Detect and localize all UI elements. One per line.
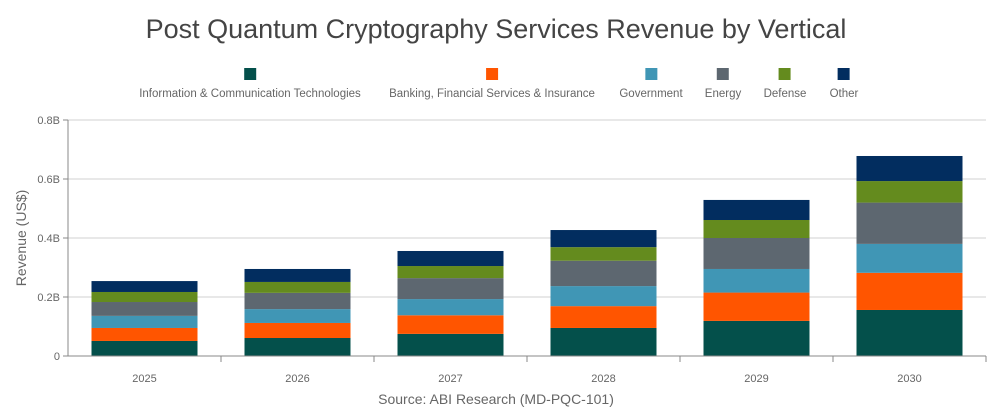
bar-segment bbox=[91, 281, 198, 292]
chart-title: Post Quantum Cryptography Services Reven… bbox=[145, 14, 847, 44]
y-tick-label: 0.2B bbox=[37, 292, 60, 304]
bar-segment bbox=[91, 302, 198, 316]
x-tick-label: 2028 bbox=[591, 373, 615, 385]
legend-label: Information & Communication Technologies bbox=[139, 88, 361, 100]
bar-segment bbox=[550, 230, 657, 248]
bar-segment bbox=[397, 315, 504, 334]
bar-segment bbox=[703, 220, 810, 238]
source-note: Source: ABI Research (MD-PQC-101) bbox=[378, 391, 614, 407]
bar-segment bbox=[244, 309, 351, 323]
x-tick-label: 2025 bbox=[132, 373, 156, 385]
legend-item[interactable]: Information & Communication Technologies bbox=[139, 68, 361, 100]
bar-segment bbox=[703, 292, 810, 321]
bar-segment bbox=[550, 306, 657, 328]
legend-swatch bbox=[779, 68, 791, 80]
legend-swatch bbox=[485, 68, 498, 80]
x-tick-label: 2026 bbox=[285, 373, 309, 385]
bar-segment bbox=[91, 315, 198, 328]
bar-segment bbox=[91, 327, 198, 341]
bar-segment bbox=[856, 272, 963, 310]
bar-segment bbox=[856, 155, 963, 182]
legend-item[interactable]: Energy bbox=[705, 68, 741, 100]
bar-segment bbox=[244, 322, 351, 339]
bar-segment bbox=[244, 292, 351, 310]
x-tick-label: 2027 bbox=[438, 373, 462, 385]
y-tick-label: 0.8B bbox=[37, 115, 60, 127]
legend: Information & Communication Technologies… bbox=[0, 68, 992, 108]
bar-segment bbox=[91, 291, 198, 303]
legend-label: Defense bbox=[763, 88, 807, 100]
bar-segment bbox=[550, 260, 657, 287]
y-tick-label: 0.6B bbox=[37, 174, 60, 186]
bar-segment bbox=[550, 286, 657, 307]
bar-segment bbox=[91, 340, 198, 356]
y-tick-label: 0 bbox=[54, 351, 60, 363]
legend-item[interactable]: Defense bbox=[763, 68, 807, 100]
legend-swatch bbox=[243, 68, 256, 80]
legend-label: Government bbox=[619, 88, 683, 100]
bar-segment bbox=[703, 238, 810, 269]
bar-segment bbox=[856, 181, 963, 203]
bar-segment bbox=[856, 309, 963, 356]
legend-swatch bbox=[717, 68, 729, 80]
legend-item[interactable]: Government bbox=[619, 68, 683, 100]
bar-segment bbox=[856, 202, 963, 244]
bar-segment bbox=[244, 338, 351, 356]
x-tick-label: 2030 bbox=[897, 373, 921, 385]
bar-segment bbox=[856, 243, 963, 273]
bar-segment bbox=[397, 250, 504, 267]
y-tick-label: 0.4B bbox=[37, 233, 60, 245]
bar-segment bbox=[397, 266, 504, 279]
legend-label: Banking, Financial Services & Insurance bbox=[389, 88, 595, 100]
x-tick-label: 2029 bbox=[744, 373, 768, 385]
bar-segment bbox=[244, 281, 351, 293]
legend-swatch bbox=[645, 68, 657, 80]
legend-item[interactable]: Banking, Financial Services & Insurance bbox=[389, 68, 595, 100]
legend-label: Energy bbox=[704, 88, 742, 100]
bar-segment bbox=[703, 268, 810, 293]
y-axis-label: Revenue (US$) bbox=[13, 190, 29, 287]
bar-segment bbox=[550, 327, 657, 356]
bar-segment bbox=[244, 268, 351, 282]
legend-label: Other bbox=[829, 88, 859, 100]
bar-segment bbox=[703, 199, 810, 221]
legend-swatch bbox=[837, 68, 850, 80]
bar-segment bbox=[397, 299, 504, 316]
bar-segment bbox=[703, 320, 810, 356]
legend-item[interactable]: Other bbox=[829, 68, 859, 100]
bar-segment bbox=[397, 333, 504, 356]
bar-segment bbox=[550, 247, 657, 261]
bar-segment bbox=[397, 278, 504, 300]
